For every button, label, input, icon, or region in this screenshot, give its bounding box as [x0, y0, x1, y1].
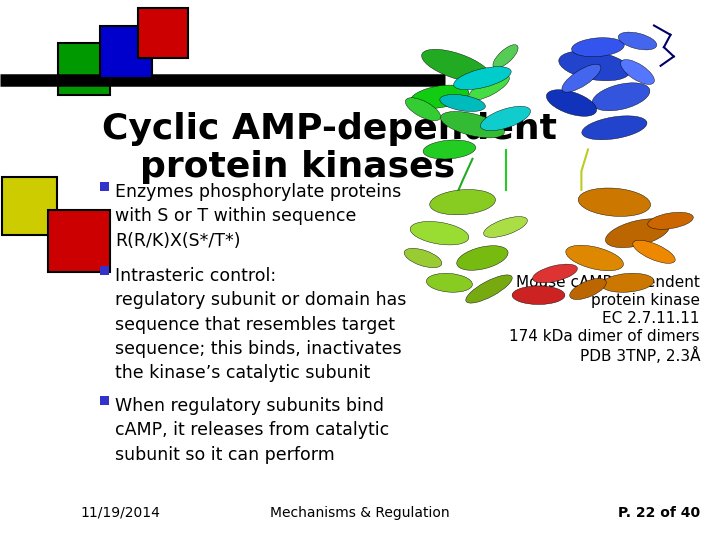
Ellipse shape	[533, 264, 577, 283]
Text: When regulatory subunits bind
cAMP, it releases from catalytic
subunit so it can: When regulatory subunits bind cAMP, it r…	[115, 397, 390, 464]
Ellipse shape	[566, 245, 624, 271]
Ellipse shape	[621, 59, 654, 84]
Ellipse shape	[410, 85, 469, 109]
Ellipse shape	[454, 66, 511, 90]
Ellipse shape	[578, 188, 651, 217]
Text: protein kinases: protein kinases	[140, 150, 455, 184]
Bar	[58, 43, 110, 95]
Ellipse shape	[426, 273, 472, 292]
Ellipse shape	[493, 45, 518, 68]
Ellipse shape	[423, 140, 476, 159]
Bar	[100, 26, 152, 78]
Text: 174 kDa dimer of dimers: 174 kDa dimer of dimers	[509, 329, 700, 344]
Text: Cyclic AMP-dependent: Cyclic AMP-dependent	[102, 112, 557, 146]
Bar	[100, 396, 109, 405]
Ellipse shape	[456, 246, 508, 271]
Ellipse shape	[440, 94, 485, 112]
Bar	[138, 8, 188, 58]
Ellipse shape	[601, 273, 654, 292]
Text: protein kinase: protein kinase	[591, 293, 700, 308]
Text: Mechanisms & Regulation: Mechanisms & Regulation	[270, 506, 450, 520]
Ellipse shape	[404, 248, 442, 268]
Text: EC 2.7.11.11: EC 2.7.11.11	[603, 311, 700, 326]
Ellipse shape	[469, 75, 510, 100]
Ellipse shape	[410, 221, 469, 245]
Ellipse shape	[633, 240, 675, 264]
Ellipse shape	[441, 111, 505, 138]
Ellipse shape	[562, 64, 601, 92]
Ellipse shape	[572, 38, 624, 57]
Text: PDB 3TNP, 2.3Å: PDB 3TNP, 2.3Å	[580, 347, 700, 364]
Text: Intrasteric control:
regulatory subunit or domain has
sequence that resembles ta: Intrasteric control: regulatory subunit …	[115, 267, 406, 382]
Text: 11/19/2014: 11/19/2014	[80, 506, 160, 520]
Ellipse shape	[559, 51, 631, 81]
Bar	[100, 266, 109, 275]
Ellipse shape	[484, 217, 527, 238]
Ellipse shape	[582, 116, 647, 140]
Ellipse shape	[480, 106, 531, 131]
Text: Enzymes phosphorylate proteins
with S or T within sequence
R(R/K)X(S*/T*): Enzymes phosphorylate proteins with S or…	[115, 183, 401, 249]
Bar	[2, 177, 57, 235]
Ellipse shape	[430, 190, 495, 215]
Ellipse shape	[512, 286, 565, 305]
Ellipse shape	[570, 279, 606, 300]
Bar	[100, 182, 109, 191]
Ellipse shape	[405, 98, 441, 120]
Text: Mouse cAMP-dependent: Mouse cAMP-dependent	[516, 275, 700, 290]
Ellipse shape	[606, 219, 670, 248]
Text: P. 22 of 40: P. 22 of 40	[618, 506, 700, 520]
Ellipse shape	[592, 83, 650, 111]
Ellipse shape	[466, 275, 512, 303]
Ellipse shape	[546, 90, 597, 116]
Ellipse shape	[618, 32, 657, 50]
Ellipse shape	[648, 212, 693, 230]
Ellipse shape	[422, 49, 490, 82]
Bar	[48, 210, 110, 272]
